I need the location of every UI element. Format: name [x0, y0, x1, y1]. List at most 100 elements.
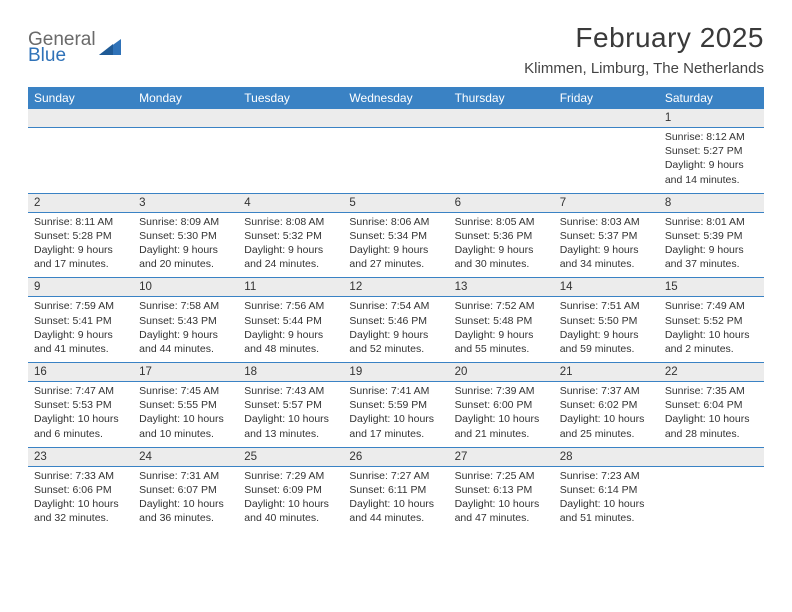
- day-number: 8: [659, 194, 764, 212]
- day-cell-detail: Sunrise: 7:43 AMSunset: 5:57 PMDaylight:…: [238, 382, 343, 448]
- day-number: 6: [449, 194, 554, 212]
- day-detail: Sunrise: 7:51 AMSunset: 5:50 PMDaylight:…: [554, 297, 659, 362]
- sunrise-text: Sunrise: 7:25 AM: [455, 469, 548, 483]
- day-cell-num: 10: [133, 278, 238, 297]
- sunrise-text: Sunrise: 7:27 AM: [349, 469, 442, 483]
- day-number: [28, 109, 133, 127]
- day-detail: [28, 128, 133, 192]
- sunrise-text: Sunrise: 7:51 AM: [560, 299, 653, 313]
- day-cell-num: [238, 109, 343, 128]
- day-cell-detail: Sunrise: 7:35 AMSunset: 6:04 PMDaylight:…: [659, 382, 764, 448]
- day-cell-detail: Sunrise: 7:51 AMSunset: 5:50 PMDaylight:…: [554, 297, 659, 363]
- day-cell-num: 16: [28, 363, 133, 382]
- sunset-text: Sunset: 5:32 PM: [244, 229, 337, 243]
- daylight-text-2: and 36 minutes.: [139, 511, 232, 525]
- title-block: February 2025 Klimmen, Limburg, The Neth…: [524, 22, 764, 77]
- day-cell-num: [343, 109, 448, 128]
- sunset-text: Sunset: 6:06 PM: [34, 483, 127, 497]
- sunset-text: Sunset: 5:36 PM: [455, 229, 548, 243]
- sunrise-text: Sunrise: 7:41 AM: [349, 384, 442, 398]
- daynum-row: 1: [28, 109, 764, 128]
- day-number: 27: [449, 448, 554, 466]
- daylight-text-2: and 40 minutes.: [244, 511, 337, 525]
- day-cell-num: 12: [343, 278, 448, 297]
- sunrise-text: Sunrise: 8:06 AM: [349, 215, 442, 229]
- day-detail: Sunrise: 7:43 AMSunset: 5:57 PMDaylight:…: [238, 382, 343, 447]
- daynum-row: 9101112131415: [28, 278, 764, 297]
- daylight-text-2: and 51 minutes.: [560, 511, 653, 525]
- sunrise-text: Sunrise: 8:03 AM: [560, 215, 653, 229]
- sunrise-text: Sunrise: 7:29 AM: [244, 469, 337, 483]
- day-cell-num: 22: [659, 363, 764, 382]
- detail-row: Sunrise: 8:11 AMSunset: 5:28 PMDaylight:…: [28, 212, 764, 278]
- day-number: 24: [133, 448, 238, 466]
- daylight-text-1: Daylight: 10 hours: [455, 497, 548, 511]
- detail-row: Sunrise: 7:33 AMSunset: 6:06 PMDaylight:…: [28, 466, 764, 531]
- day-cell-num: 13: [449, 278, 554, 297]
- weekday-cell: Wednesday: [343, 87, 448, 109]
- detail-row: Sunrise: 7:59 AMSunset: 5:41 PMDaylight:…: [28, 297, 764, 363]
- day-number: 16: [28, 363, 133, 381]
- sunrise-text: Sunrise: 7:58 AM: [139, 299, 232, 313]
- day-cell-num: 18: [238, 363, 343, 382]
- day-detail: [343, 128, 448, 192]
- daylight-text-2: and 27 minutes.: [349, 257, 442, 271]
- sunset-text: Sunset: 6:14 PM: [560, 483, 653, 497]
- sunset-text: Sunset: 5:57 PM: [244, 398, 337, 412]
- day-cell-num: 25: [238, 447, 343, 466]
- day-number: 23: [28, 448, 133, 466]
- day-cell-detail: Sunrise: 7:49 AMSunset: 5:52 PMDaylight:…: [659, 297, 764, 363]
- day-number: 17: [133, 363, 238, 381]
- calendar-body: 1Sunrise: 8:12 AMSunset: 5:27 PMDaylight…: [28, 109, 764, 531]
- detail-row: Sunrise: 8:12 AMSunset: 5:27 PMDaylight:…: [28, 128, 764, 194]
- day-number: 3: [133, 194, 238, 212]
- day-number: [659, 448, 764, 466]
- sunrise-text: Sunrise: 7:43 AM: [244, 384, 337, 398]
- weekday-cell: Sunday: [28, 87, 133, 109]
- day-number: 18: [238, 363, 343, 381]
- day-cell-detail: Sunrise: 7:52 AMSunset: 5:48 PMDaylight:…: [449, 297, 554, 363]
- daylight-text-1: Daylight: 9 hours: [34, 243, 127, 257]
- weekday-cell: Saturday: [659, 87, 764, 109]
- sunrise-text: Sunrise: 7:59 AM: [34, 299, 127, 313]
- daylight-text-1: Daylight: 10 hours: [244, 412, 337, 426]
- day-detail: Sunrise: 8:11 AMSunset: 5:28 PMDaylight:…: [28, 213, 133, 278]
- day-detail: Sunrise: 7:31 AMSunset: 6:07 PMDaylight:…: [133, 467, 238, 532]
- day-detail: Sunrise: 7:56 AMSunset: 5:44 PMDaylight:…: [238, 297, 343, 362]
- day-number: 26: [343, 448, 448, 466]
- sunset-text: Sunset: 5:34 PM: [349, 229, 442, 243]
- day-number: [449, 109, 554, 127]
- calendar-page: General Blue February 2025 Klimmen, Limb…: [0, 0, 792, 551]
- sunset-text: Sunset: 5:52 PM: [665, 314, 758, 328]
- day-detail: [238, 128, 343, 192]
- day-cell-detail: Sunrise: 8:09 AMSunset: 5:30 PMDaylight:…: [133, 212, 238, 278]
- daylight-text-2: and 17 minutes.: [34, 257, 127, 271]
- day-number: 7: [554, 194, 659, 212]
- day-number: [238, 109, 343, 127]
- sunset-text: Sunset: 5:53 PM: [34, 398, 127, 412]
- sunrise-text: Sunrise: 7:23 AM: [560, 469, 653, 483]
- day-cell-detail: [343, 128, 448, 194]
- day-cell-detail: Sunrise: 7:37 AMSunset: 6:02 PMDaylight:…: [554, 382, 659, 448]
- sunrise-text: Sunrise: 7:35 AM: [665, 384, 758, 398]
- sunrise-text: Sunrise: 7:54 AM: [349, 299, 442, 313]
- day-cell-detail: Sunrise: 7:33 AMSunset: 6:06 PMDaylight:…: [28, 466, 133, 531]
- day-detail: Sunrise: 7:29 AMSunset: 6:09 PMDaylight:…: [238, 467, 343, 532]
- day-cell-detail: [133, 128, 238, 194]
- daylight-text-1: Daylight: 10 hours: [139, 497, 232, 511]
- sunset-text: Sunset: 5:46 PM: [349, 314, 442, 328]
- sunset-text: Sunset: 6:13 PM: [455, 483, 548, 497]
- sunrise-text: Sunrise: 7:37 AM: [560, 384, 653, 398]
- day-cell-num: 1: [659, 109, 764, 128]
- daylight-text-1: Daylight: 9 hours: [560, 328, 653, 342]
- logo-triangle-icon: [99, 39, 121, 55]
- day-cell-detail: Sunrise: 7:54 AMSunset: 5:46 PMDaylight:…: [343, 297, 448, 363]
- day-detail: Sunrise: 7:52 AMSunset: 5:48 PMDaylight:…: [449, 297, 554, 362]
- day-cell-num: 20: [449, 363, 554, 382]
- day-detail: Sunrise: 7:27 AMSunset: 6:11 PMDaylight:…: [343, 467, 448, 532]
- day-number: 21: [554, 363, 659, 381]
- day-number: 13: [449, 278, 554, 296]
- sunset-text: Sunset: 5:30 PM: [139, 229, 232, 243]
- sunset-text: Sunset: 5:27 PM: [665, 144, 758, 158]
- sunrise-text: Sunrise: 7:31 AM: [139, 469, 232, 483]
